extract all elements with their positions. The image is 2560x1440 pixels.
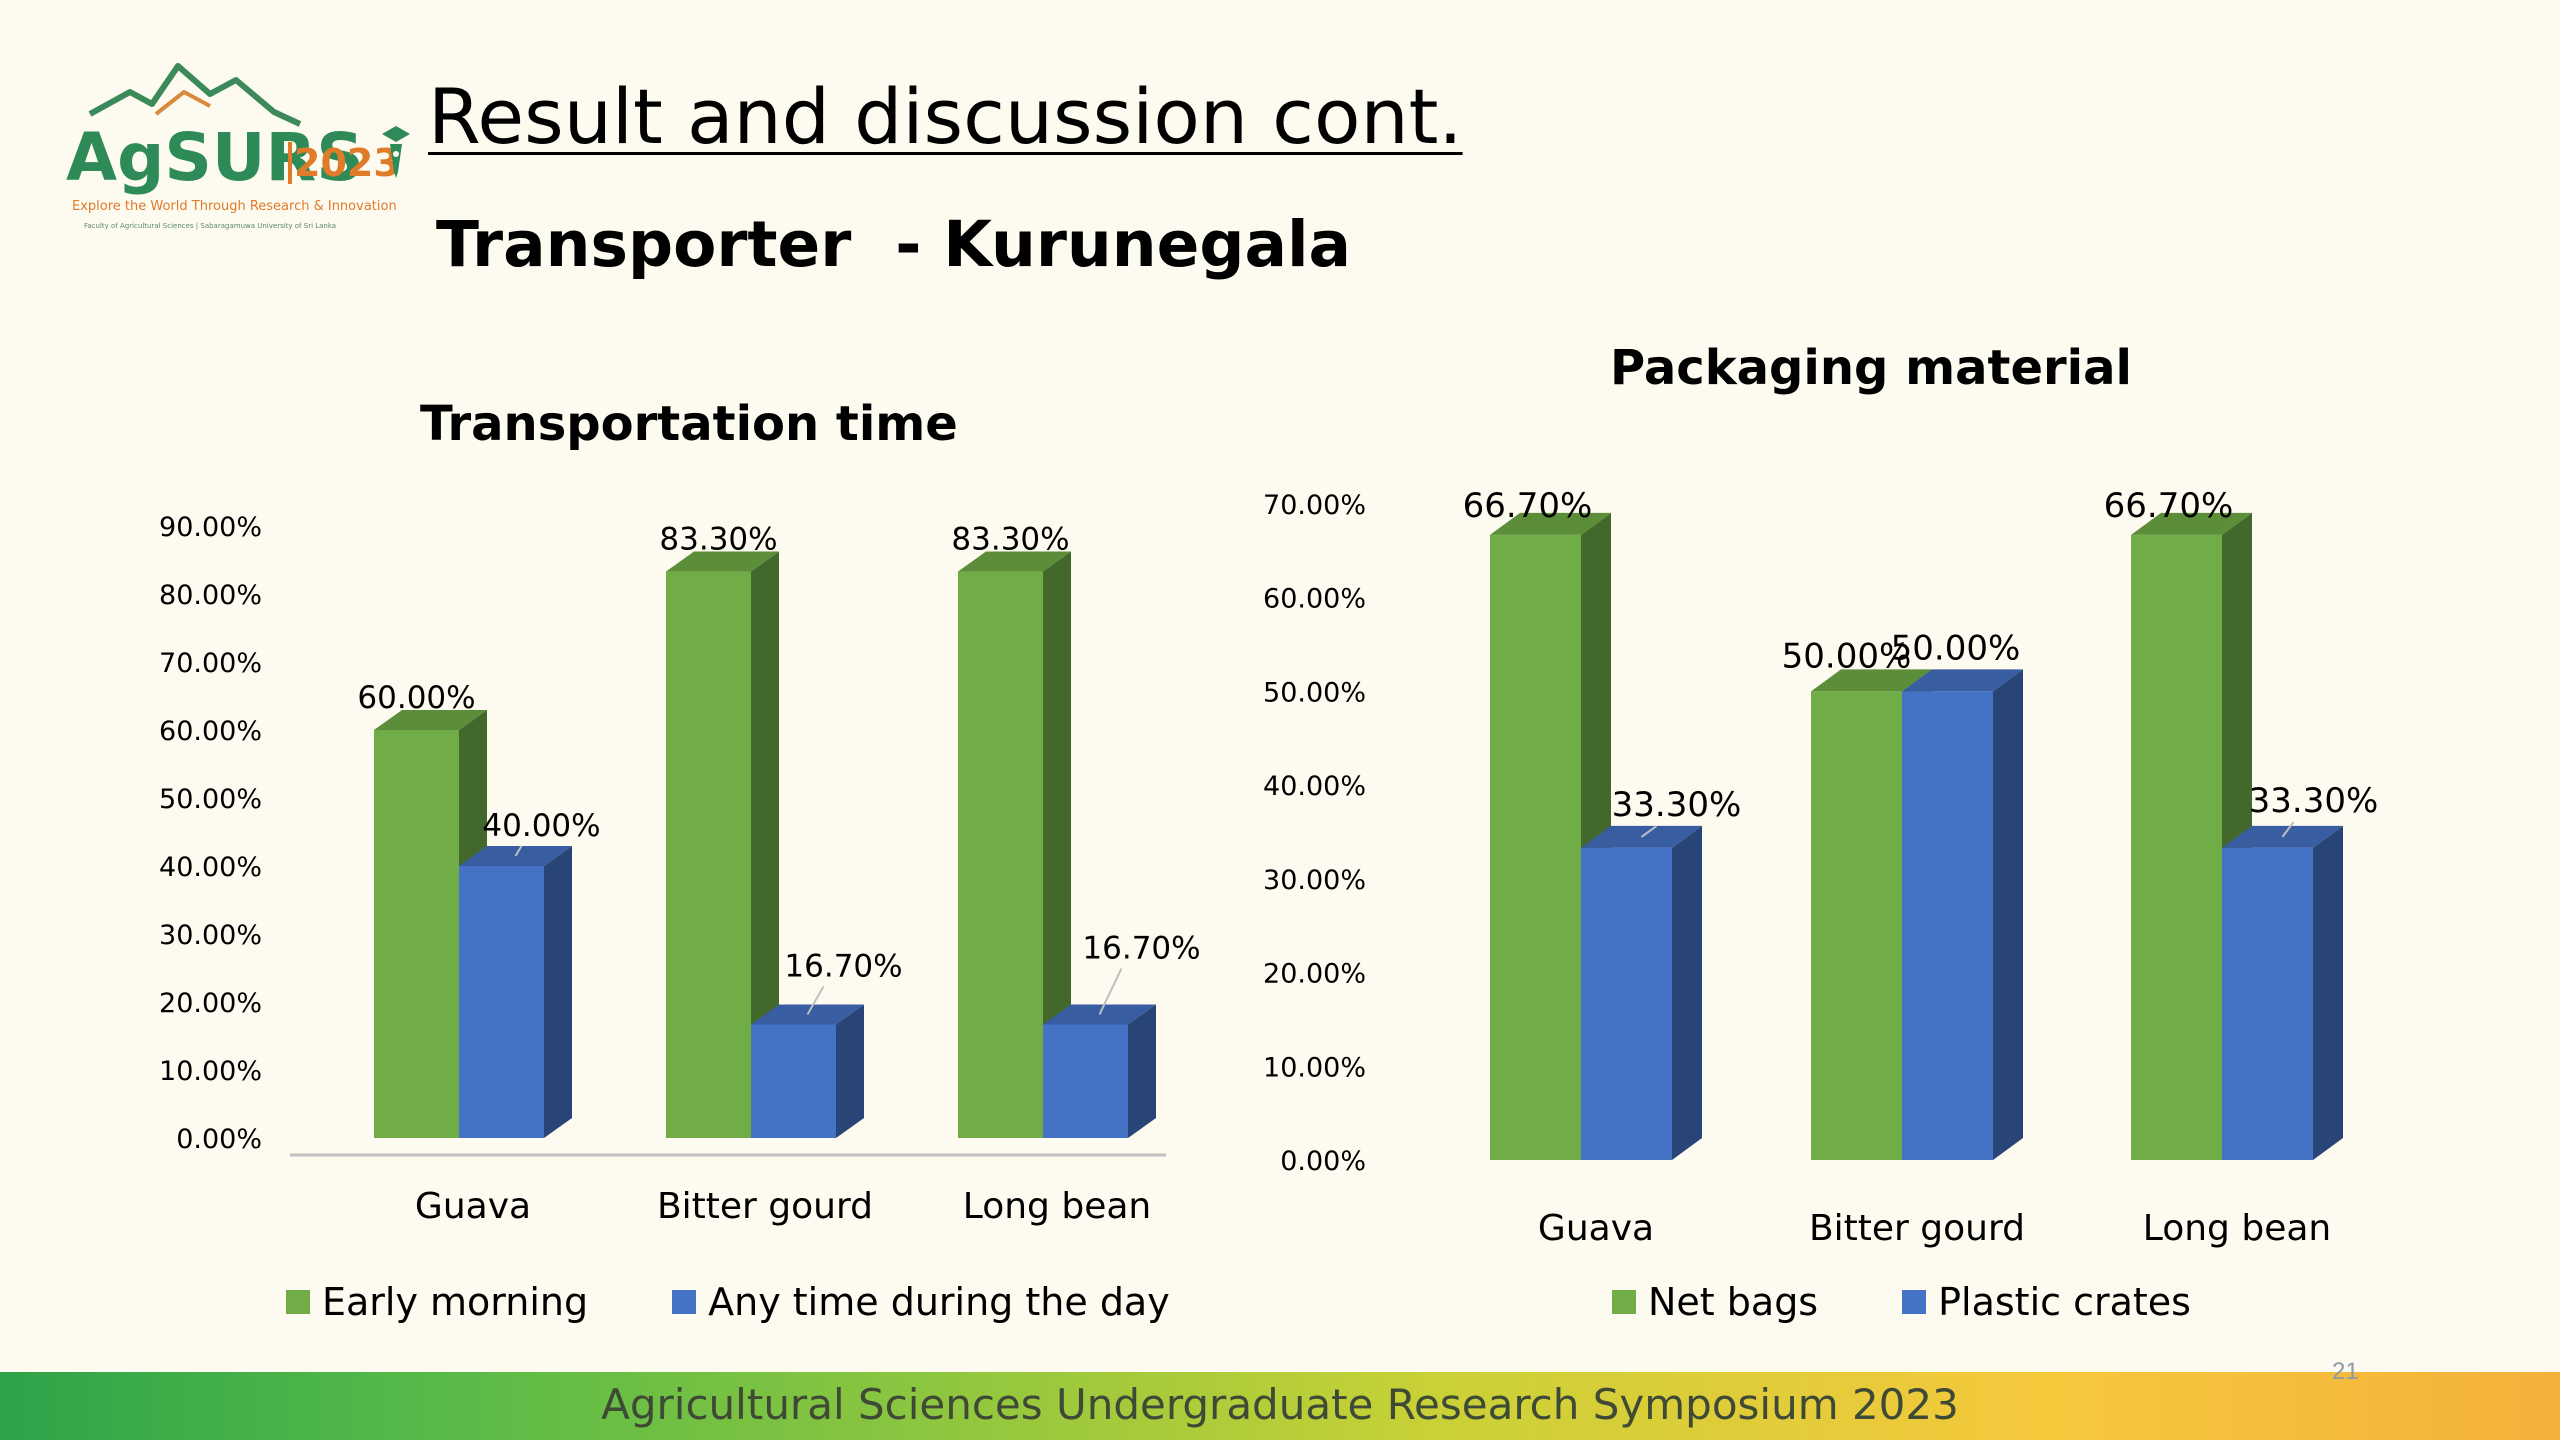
y-tick-label: 50.00% bbox=[159, 784, 262, 815]
bar bbox=[459, 866, 544, 1138]
y-tick-label: 30.00% bbox=[1263, 865, 1366, 896]
agsurs-logo: AgSURS 2023 Explore the World Through Re… bbox=[60, 52, 430, 242]
y-tick-label: 80.00% bbox=[159, 580, 262, 611]
bar-side bbox=[751, 551, 779, 1138]
y-tick-label: 70.00% bbox=[1263, 490, 1366, 521]
data-label-leader bbox=[514, 845, 523, 857]
bar-side bbox=[1993, 669, 2023, 1160]
bar-top bbox=[666, 551, 779, 572]
y-tick-label: 10.00% bbox=[1263, 1052, 1366, 1083]
y-tick-label: 50.00% bbox=[1263, 677, 1366, 708]
legend-label: Plastic crates bbox=[1938, 1280, 2191, 1324]
bar bbox=[374, 730, 459, 1138]
packaging-material-plot: 0.00% 10.00% 20.00% 30.00% 40.00% 50.00% 60.00… bbox=[1263, 486, 2379, 1249]
logo-year: 2023 bbox=[294, 141, 400, 185]
legend-item-any-time: Any time during the day bbox=[672, 1280, 1170, 1324]
legend-swatch-blue bbox=[672, 1290, 697, 1314]
x-tick-label: Guava bbox=[415, 1186, 531, 1227]
data-label: 83.30% bbox=[659, 522, 777, 558]
data-label: 50.00% bbox=[1782, 636, 1912, 676]
y-tick-label: 60.00% bbox=[159, 716, 262, 747]
bar-side bbox=[544, 846, 572, 1138]
chart-title: Transportation time bbox=[420, 396, 958, 452]
y-tick-label: 20.00% bbox=[1263, 959, 1366, 990]
x-tick-label: Bitter gourd bbox=[657, 1186, 873, 1227]
slide-title: Result and discussion cont. bbox=[428, 72, 1463, 161]
bar bbox=[2222, 847, 2313, 1160]
data-label: 40.00% bbox=[482, 808, 600, 844]
y-tick-label: 30.00% bbox=[159, 920, 262, 951]
data-label: 33.30% bbox=[2249, 781, 2379, 821]
data-label: 60.00% bbox=[357, 680, 475, 716]
bar-top bbox=[1811, 669, 1932, 692]
data-label: 66.70% bbox=[1463, 486, 1593, 526]
chart-legend: Net bags Plastic crates bbox=[1612, 1280, 2275, 1324]
legend-label: Early morning bbox=[322, 1280, 589, 1324]
legend-swatch-green bbox=[286, 1290, 310, 1314]
legend-label: Net bags bbox=[1648, 1280, 1819, 1324]
bar-side bbox=[1128, 1004, 1156, 1138]
bar bbox=[1811, 691, 1902, 1160]
bar-side bbox=[2313, 825, 2343, 1160]
page-number: 21 bbox=[2332, 1358, 2359, 1385]
data-label: 33.30% bbox=[1612, 785, 1742, 825]
packaging-material-chart: 0.00% 10.00% 20.00% 30.00% 40.00% 50.00% 60.00… bbox=[1240, 320, 2560, 1340]
chart-legend: Early morning Any time during the day bbox=[286, 1280, 1254, 1324]
slide-subtitle: Transporter - Kurunegala bbox=[436, 208, 1352, 281]
data-label-leader bbox=[1640, 825, 1658, 838]
legend-label: Any time during the day bbox=[708, 1280, 1170, 1324]
bar bbox=[1902, 691, 1993, 1160]
footer-banner: Agricultural Sciences Undergraduate Rese… bbox=[0, 1372, 2560, 1440]
transportation-time-plot: 0.00% 10.00% 20.00% 30.00% 40.00% 50.00% 60.00… bbox=[159, 512, 1201, 1227]
y-tick-label: 60.00% bbox=[1263, 584, 1366, 615]
bar bbox=[1043, 1024, 1128, 1138]
legend-item-net-bags: Net bags bbox=[1612, 1280, 1818, 1324]
x-tick-label: Long bean bbox=[963, 1186, 1151, 1227]
bar bbox=[1581, 847, 1672, 1160]
chart-title: Packaging material bbox=[1610, 340, 2132, 396]
y-tick-label: 40.00% bbox=[1263, 771, 1366, 802]
x-tick-label: Bitter gourd bbox=[1809, 1208, 2025, 1249]
bar-side bbox=[836, 1004, 864, 1138]
legend-item-plastic-crates: Plastic crates bbox=[1902, 1280, 2191, 1324]
data-label-leader bbox=[1098, 968, 1123, 1015]
bar-top bbox=[1490, 512, 1611, 535]
y-tick-label: 40.00% bbox=[159, 852, 262, 883]
data-label: 50.00% bbox=[1891, 628, 2021, 668]
y-tick-label: 0.00% bbox=[176, 1124, 262, 1155]
data-label: 66.70% bbox=[2104, 486, 2234, 526]
legend-item-early-morning: Early morning bbox=[286, 1280, 588, 1324]
y-tick-label: 90.00% bbox=[159, 512, 262, 543]
legend-swatch-blue bbox=[1902, 1290, 1927, 1314]
legend-swatch-green bbox=[1612, 1290, 1636, 1314]
data-label-leader bbox=[2281, 821, 2295, 838]
mountain-pen-icon: AgSURS 2023 Explore the World Through Re… bbox=[66, 63, 410, 230]
data-label-leader bbox=[806, 985, 825, 1015]
data-label: 16.70% bbox=[784, 948, 902, 984]
x-tick-label: Long bean bbox=[2143, 1208, 2331, 1249]
bar bbox=[1490, 534, 1581, 1160]
logo-small-print: Faculty of Agricultural Sciences | Sabar… bbox=[84, 222, 336, 230]
bar-top bbox=[958, 551, 1071, 572]
data-label: 16.70% bbox=[1082, 930, 1200, 966]
bar bbox=[666, 571, 751, 1138]
y-tick-label: 70.00% bbox=[159, 648, 262, 679]
transportation-time-chart: 0.00% 10.00% 20.00% 30.00% 40.00% 50.00% 60.00… bbox=[0, 360, 1240, 1340]
bar-top bbox=[2131, 512, 2252, 535]
y-tick-label: 0.00% bbox=[1280, 1146, 1366, 1177]
y-tick-label: 20.00% bbox=[159, 988, 262, 1019]
x-tick-label: Guava bbox=[1538, 1208, 1654, 1249]
y-tick-label: 10.00% bbox=[159, 1056, 262, 1087]
data-label: 83.30% bbox=[951, 522, 1069, 558]
bar bbox=[751, 1024, 836, 1138]
bar bbox=[2131, 534, 2222, 1160]
footer-text: Agricultural Sciences Undergraduate Rese… bbox=[601, 1380, 1959, 1429]
logo-tagline: Explore the World Through Research & Inn… bbox=[72, 199, 397, 214]
bar-side bbox=[1672, 825, 1702, 1160]
logo-name: AgSURS bbox=[66, 119, 364, 196]
bar bbox=[958, 571, 1043, 1138]
bar-side bbox=[1043, 551, 1071, 1138]
bar-top bbox=[1902, 669, 2023, 692]
bar-top bbox=[374, 710, 487, 730]
